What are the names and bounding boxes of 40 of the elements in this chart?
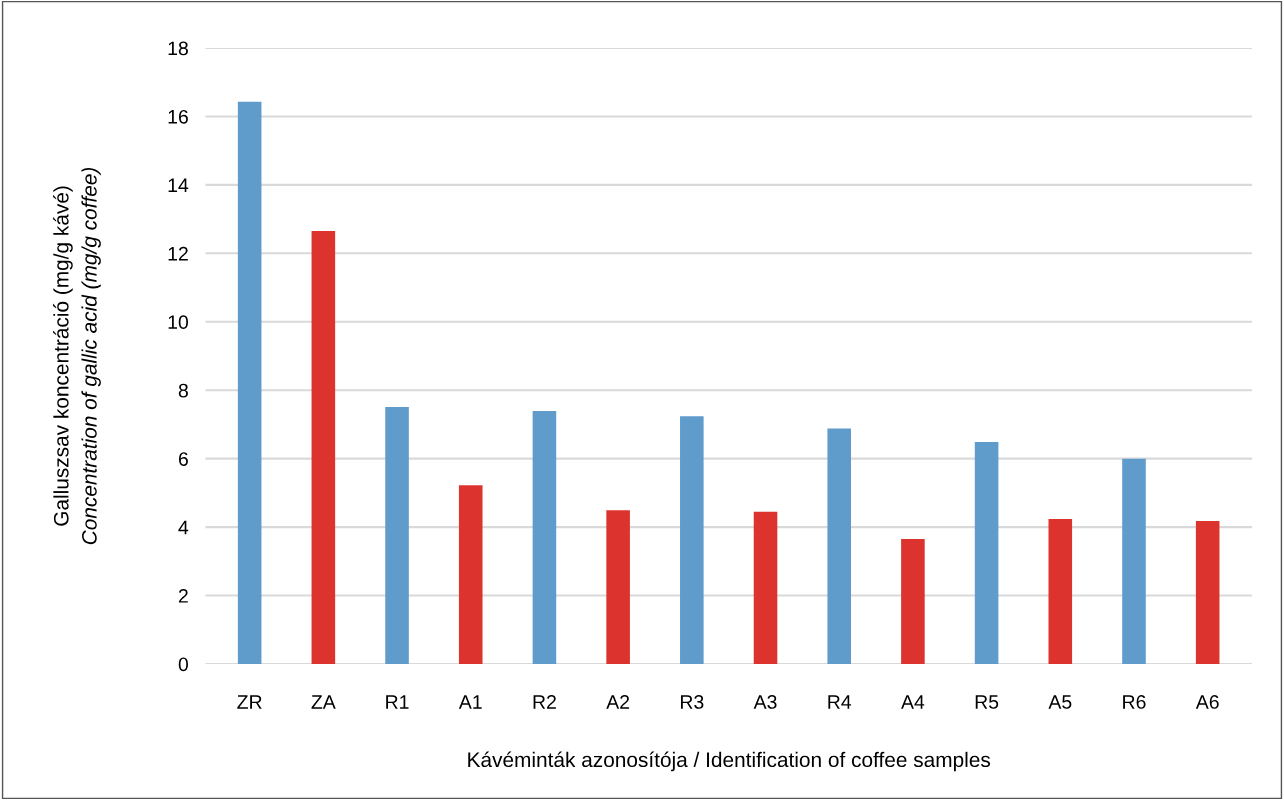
x-tick-label: R4 (828, 695, 852, 709)
x-tick-label: R2 (533, 695, 556, 709)
bar (311, 231, 336, 664)
bar (680, 416, 704, 664)
y-tick-label: 2 (178, 589, 188, 603)
x-tick-label: A1 (458, 695, 482, 709)
x-tick-label: A2 (606, 695, 630, 709)
y-tick-label: 6 (178, 452, 188, 466)
y-tick-label: 4 (178, 520, 189, 535)
x-tick-label: R6 (1123, 695, 1146, 709)
y-axis-title: Galluszsav koncentráció (mg/g kávé) Concentration of gallic acid (mg/g coffee) (53, 167, 101, 545)
bar (606, 510, 630, 664)
y-tick-label: 12 (168, 246, 188, 261)
bar (458, 485, 483, 664)
x-tick-label: A4 (901, 695, 925, 709)
x-tick-label: ZR (237, 695, 262, 709)
bar (901, 539, 925, 664)
bar (1048, 518, 1073, 664)
x-tick-label: R3 (680, 695, 704, 709)
bar (1122, 458, 1146, 664)
x-tick-label: ZA (311, 695, 336, 709)
y-tick-label: 14 (168, 178, 189, 192)
y-tick-label: 18 (168, 41, 188, 56)
bar (753, 511, 778, 664)
x-tick-label: A6 (1195, 695, 1219, 709)
y-tick-label: 8 (178, 383, 188, 398)
bar (237, 101, 262, 664)
x-tick-label: R1 (386, 695, 409, 709)
bar (827, 428, 851, 664)
bar (385, 406, 409, 664)
bar (1195, 520, 1220, 664)
x-tick-label: A3 (753, 695, 777, 709)
y-tick-label: 16 (168, 109, 188, 124)
x-axis-title: Kávéminták azonosítója / Identification of coffee samples (468, 751, 991, 772)
bar (974, 441, 999, 664)
x-tick-label: R5 (975, 695, 999, 709)
y-tick-label: 0 (178, 657, 189, 672)
x-tick-label: A5 (1048, 695, 1072, 709)
y-tick-label: 10 (168, 315, 189, 330)
bar (532, 411, 557, 664)
